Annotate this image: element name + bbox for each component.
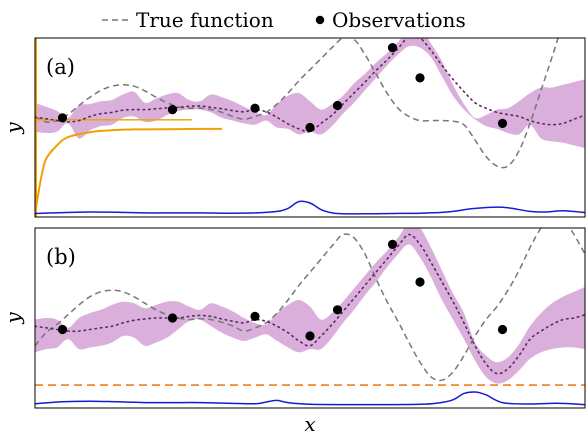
- panel-b: (b) y: [1, 227, 586, 409]
- panel-a-observation-point: [57, 113, 68, 123]
- panel-a-slice-curve: [35, 127, 223, 215]
- panel-a-ylabel: y: [1, 122, 25, 135]
- panel-a-acq-layer: [35, 200, 585, 215]
- panel-b-observation-point: [250, 311, 260, 321]
- panel-b-label: (b): [46, 245, 76, 269]
- x-axis-label: x: [304, 412, 315, 434]
- panel-b-observation-point: [387, 239, 398, 249]
- panel-b-observation-point: [497, 324, 508, 335]
- panel-b-true-function-line: [35, 228, 585, 382]
- panel-a-acquisition-line: [35, 200, 585, 215]
- panel-a-true-layer: [35, 38, 559, 169]
- panel-b-true-layer: [35, 228, 585, 382]
- panel-a-observation-point: [305, 122, 315, 133]
- panel-b-observation-point: [305, 331, 315, 341]
- legend-true-function-label: True function: [136, 8, 274, 32]
- panel-b-observation-point: [332, 305, 343, 315]
- panel-b-ylabel: y: [1, 312, 25, 325]
- panel-a-observation-point: [250, 103, 260, 113]
- panel-a-observation-point: [497, 118, 508, 128]
- legend-observations-label: Observations: [332, 8, 466, 32]
- panel-a-observation-point: [415, 73, 425, 83]
- panel-a-observation-point: [387, 43, 398, 53]
- panel-a-obs-layer: [57, 43, 508, 133]
- panel-b-frame: [34, 227, 586, 409]
- panel-b-observation-point: [167, 313, 178, 323]
- panel-b-obs-layer: [57, 239, 508, 341]
- panel-a-label: (a): [46, 55, 75, 79]
- panel-b-acq-layer: [35, 391, 585, 406]
- panel-b-band-layer: [35, 228, 585, 384]
- panel-b-observation-point: [57, 324, 68, 335]
- legend: True function Observations: [102, 8, 466, 32]
- panel-b-observation-point: [415, 277, 425, 287]
- panel-a-observation-point: [167, 105, 178, 115]
- panel-b-acquisition-line: [35, 391, 585, 406]
- legend-observations-swatch: [315, 15, 325, 25]
- panel-a-frame: [34, 37, 586, 218]
- panel-a-true-function-line: [35, 38, 559, 169]
- panel-a-observation-point: [332, 100, 343, 111]
- panel-a: (a) y: [1, 37, 586, 218]
- panel-b-confidence-band: [35, 228, 585, 384]
